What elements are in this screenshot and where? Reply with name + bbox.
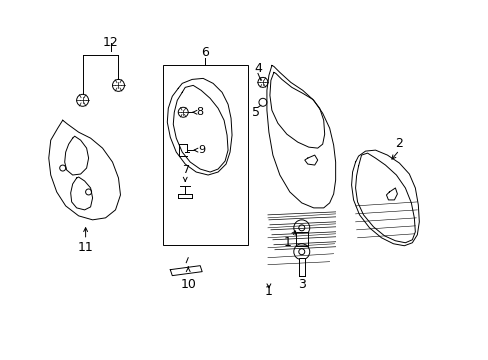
Text: 8: 8 bbox=[196, 107, 203, 117]
Text: 3: 3 bbox=[297, 278, 305, 291]
Bar bbox=[295, 232, 307, 246]
Text: 1: 1 bbox=[264, 285, 272, 298]
Text: 7: 7 bbox=[182, 165, 188, 175]
Text: 11: 11 bbox=[78, 241, 93, 254]
Text: 10: 10 bbox=[180, 278, 196, 291]
Text: 6: 6 bbox=[201, 46, 209, 59]
Bar bbox=[298, 258, 304, 276]
Text: 2: 2 bbox=[395, 137, 403, 150]
Bar bbox=[163, 66, 247, 245]
Text: 1: 1 bbox=[284, 236, 291, 249]
Text: 4: 4 bbox=[253, 62, 262, 75]
Text: 5: 5 bbox=[251, 106, 260, 119]
Text: 12: 12 bbox=[102, 36, 118, 49]
Text: 9: 9 bbox=[198, 145, 205, 155]
